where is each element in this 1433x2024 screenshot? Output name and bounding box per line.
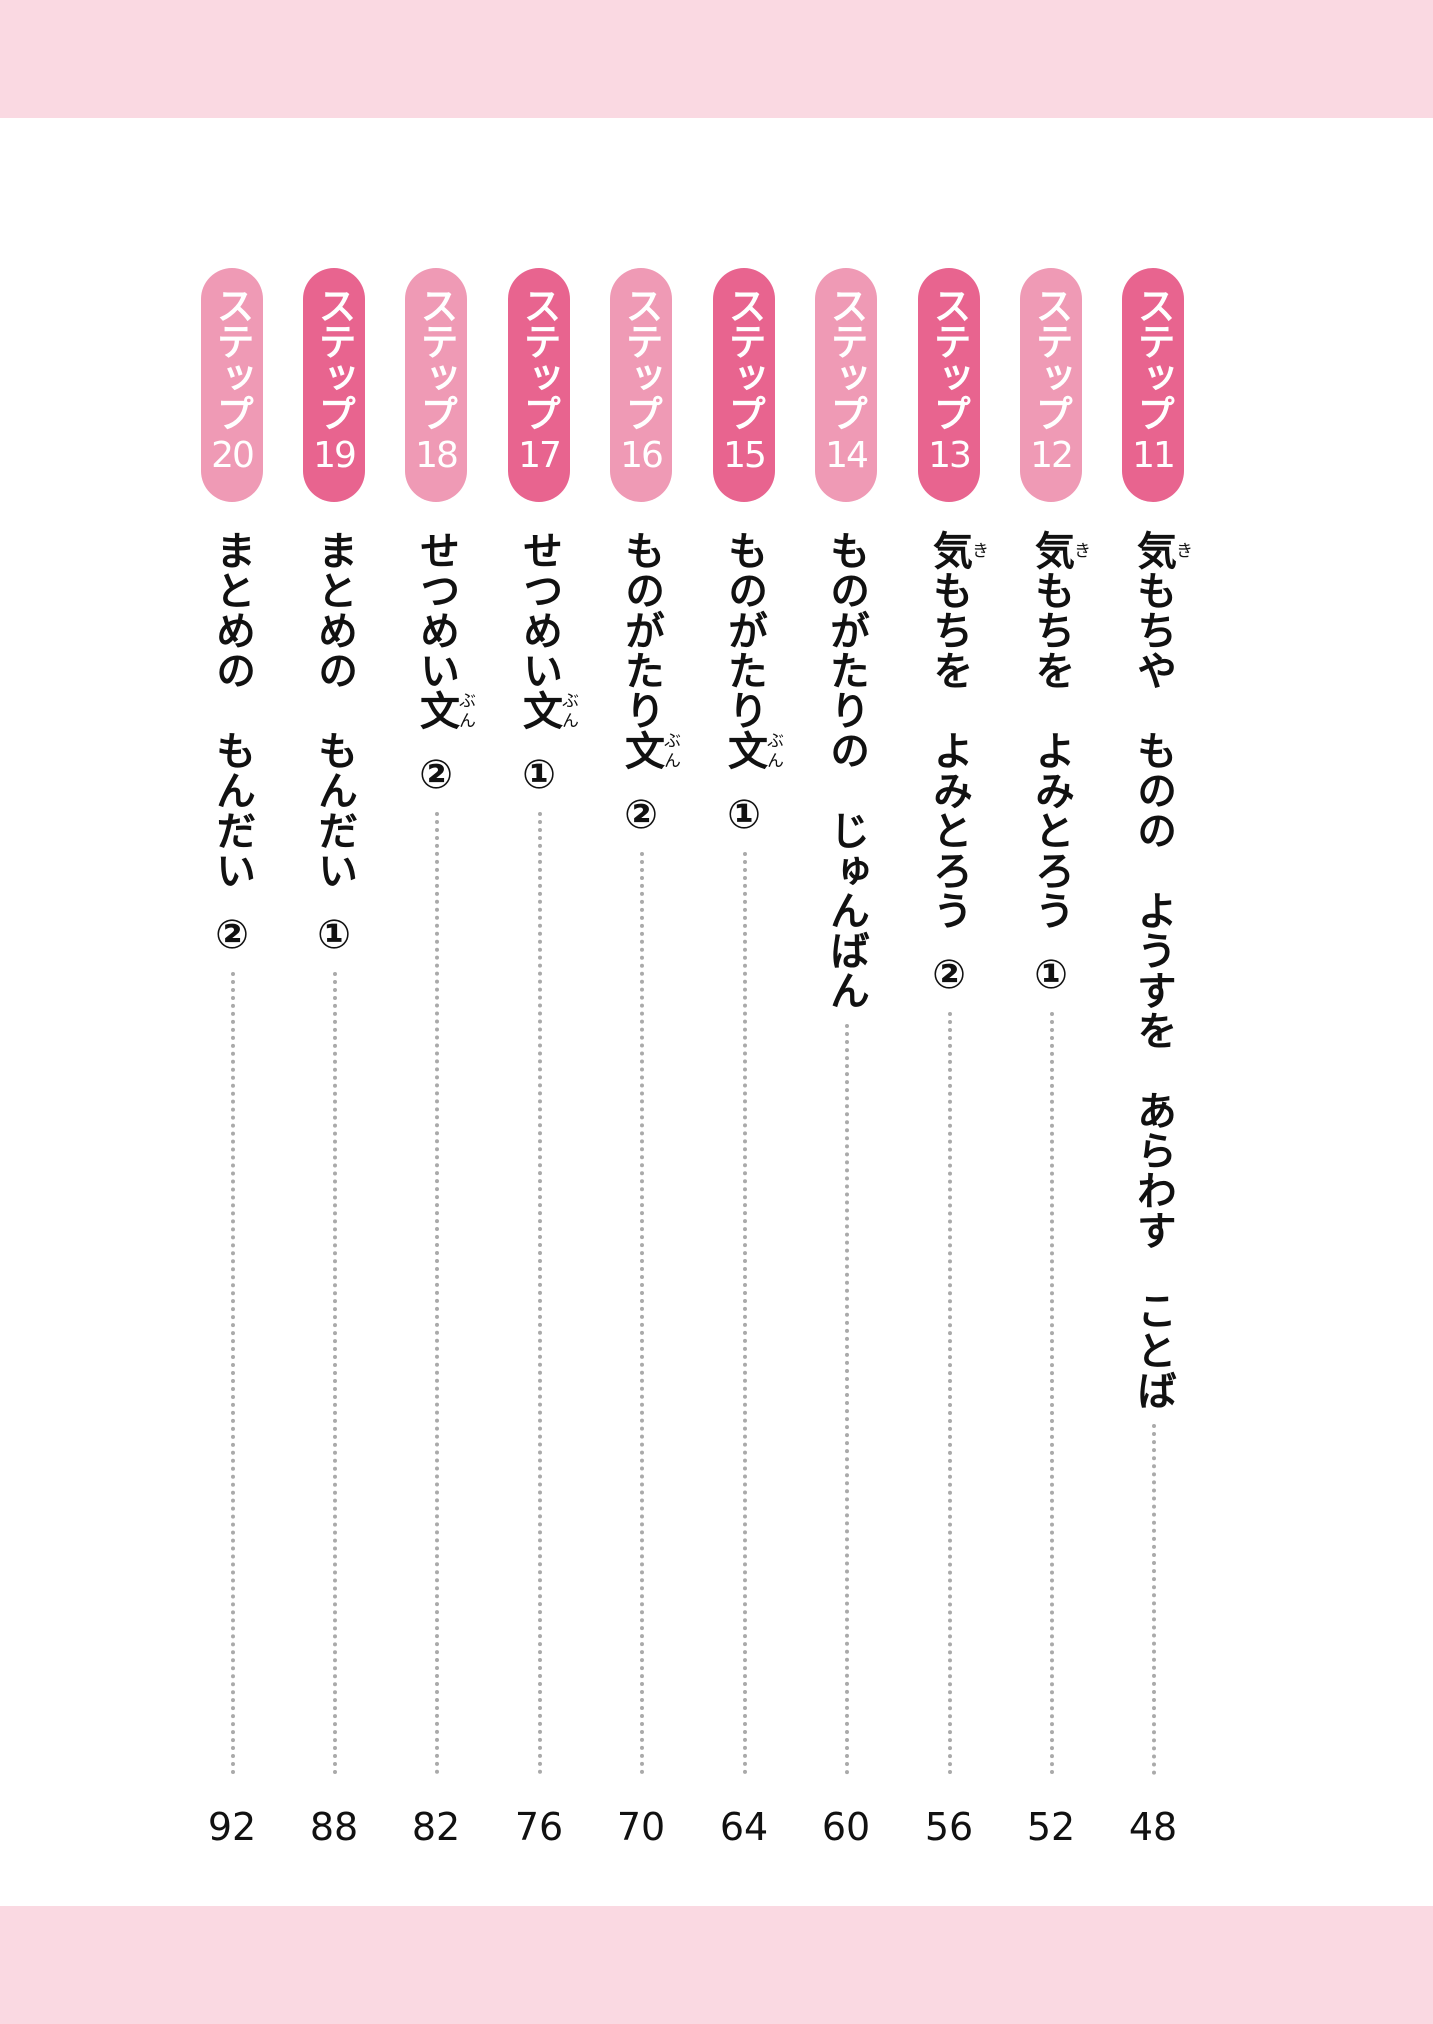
step-number: 19 [313,435,357,476]
title-text: ものがたり [618,530,664,730]
toc-entry[interactable]: ステップ 16 ものがたり文ぶん ② 70 [601,268,681,1868]
part-marker: ① [516,752,562,798]
dot-leader [435,812,439,1775]
ruby-word: 文ぶん [721,730,783,770]
dot-leader [640,852,644,1775]
part-marker: ② [618,792,664,838]
part-marker: ① [1028,952,1074,998]
dot-leader [333,972,337,1775]
top-band [0,0,1433,118]
step-label: ステップ [1029,286,1073,430]
ruby-word: 気き [1130,530,1192,570]
part-marker: ① [721,792,767,838]
ruby-word: 文ぶん [413,690,475,730]
part-marker: ② [413,752,459,798]
entry-title: 気きもちや ものの ようすを あらわす ことば [1129,530,1192,1410]
page-number: 48 [1128,1805,1178,1849]
step-badge: ステップ 15 [713,268,775,502]
entry-title: 気きもちを よみとろう ① [1027,530,1090,998]
page-number: 82 [411,1805,461,1849]
step-number: 14 [825,435,869,476]
toc-entry[interactable]: ステップ 11 気きもちや ものの ようすを あらわす ことば 48 [1113,268,1193,1868]
entry-title: ものがたり文ぶん ① [720,530,783,838]
ruby-word: 気き [926,530,988,570]
step-badge: ステップ 19 [303,268,365,502]
page-number: 56 [924,1805,974,1849]
title-text: もちを よみとろう [926,570,972,930]
dot-leader [948,1012,952,1775]
ruby-word: 文ぶん [618,730,680,770]
step-number: 15 [723,435,767,476]
dot-leader [231,972,235,1775]
bottom-band [0,1906,1433,2024]
ruby-word: 気き [1028,530,1090,570]
entry-title: ものがたり文ぶん ② [617,530,680,838]
entry-title: ものがたりの じゅんばん [822,530,870,1010]
part-marker: ② [209,912,255,958]
part-marker: ① [311,912,357,958]
step-label: ステップ [517,286,561,430]
title-text: ものがたりの じゅんばん [823,530,869,1010]
step-number: 16 [620,435,664,476]
dot-leader [1152,1424,1156,1775]
step-badge: ステップ 13 [918,268,980,502]
entry-title: せつめい文ぶん ① [515,530,578,798]
toc-entry[interactable]: ステップ 12 気きもちを よみとろう ① 52 [1011,268,1091,1868]
toc-entry[interactable]: ステップ 19 まとめの もんだい ① 88 [294,268,374,1868]
entry-title: まとめの もんだい ② [208,530,256,958]
toc-entry[interactable]: ステップ 14 ものがたりの じゅんばん 60 [806,268,886,1868]
step-number: 20 [211,435,255,476]
toc-entry[interactable]: ステップ 15 ものがたり文ぶん ① 64 [704,268,784,1868]
dot-leader [845,1024,849,1775]
ruby-word: 文ぶん [516,690,578,730]
step-badge: ステップ 12 [1020,268,1082,502]
title-text: ものがたり [721,530,767,730]
step-badge: ステップ 17 [508,268,570,502]
step-label: ステップ [312,286,356,430]
entry-title: まとめの もんだい ① [310,530,358,958]
dot-leader [538,812,542,1775]
page-number: 88 [309,1805,359,1849]
step-label: ステップ [927,286,971,430]
entry-title: 気きもちを よみとろう ② [925,530,988,998]
step-badge: ステップ 16 [610,268,672,502]
step-number: 13 [928,435,972,476]
page-number: 52 [1026,1805,1076,1849]
entry-title: せつめい文ぶん ② [412,530,475,798]
part-marker: ② [926,952,972,998]
step-badge: ステップ 18 [405,268,467,502]
step-number: 11 [1132,435,1176,476]
dot-leader [743,852,747,1775]
page-number: 76 [514,1805,564,1849]
step-label: ステップ [414,286,458,430]
toc-entry[interactable]: ステップ 13 気きもちを よみとろう ② 56 [909,268,989,1868]
toc-entry[interactable]: ステップ 18 せつめい文ぶん ② 82 [396,268,476,1868]
title-text: せつめい [413,530,459,690]
step-label: ステップ [1131,286,1175,430]
step-badge: ステップ 14 [815,268,877,502]
title-text: まとめの もんだい [209,530,255,890]
step-number: 17 [518,435,562,476]
step-number: 18 [415,435,459,476]
title-text: もちを よみとろう [1028,570,1074,930]
page-number: 92 [207,1805,257,1849]
page-number: 64 [719,1805,769,1849]
title-text: まとめの もんだい [311,530,357,890]
dot-leader [1050,1012,1054,1775]
step-badge: ステップ 20 [201,268,263,502]
toc-entry[interactable]: ステップ 17 せつめい文ぶん ① 76 [499,268,579,1868]
step-label: ステップ [619,286,663,430]
step-badge: ステップ 11 [1122,268,1184,502]
page-number: 70 [616,1805,666,1849]
toc-entry[interactable]: ステップ 20 まとめの もんだい ② 92 [192,268,272,1868]
step-label: ステップ [824,286,868,430]
page-number: 60 [821,1805,871,1849]
step-label: ステップ [722,286,766,430]
title-text: せつめい [516,530,562,690]
title-text: もちや ものの ようすを あらわす ことば [1130,570,1176,1410]
step-number: 12 [1030,435,1074,476]
step-label: ステップ [210,286,254,430]
